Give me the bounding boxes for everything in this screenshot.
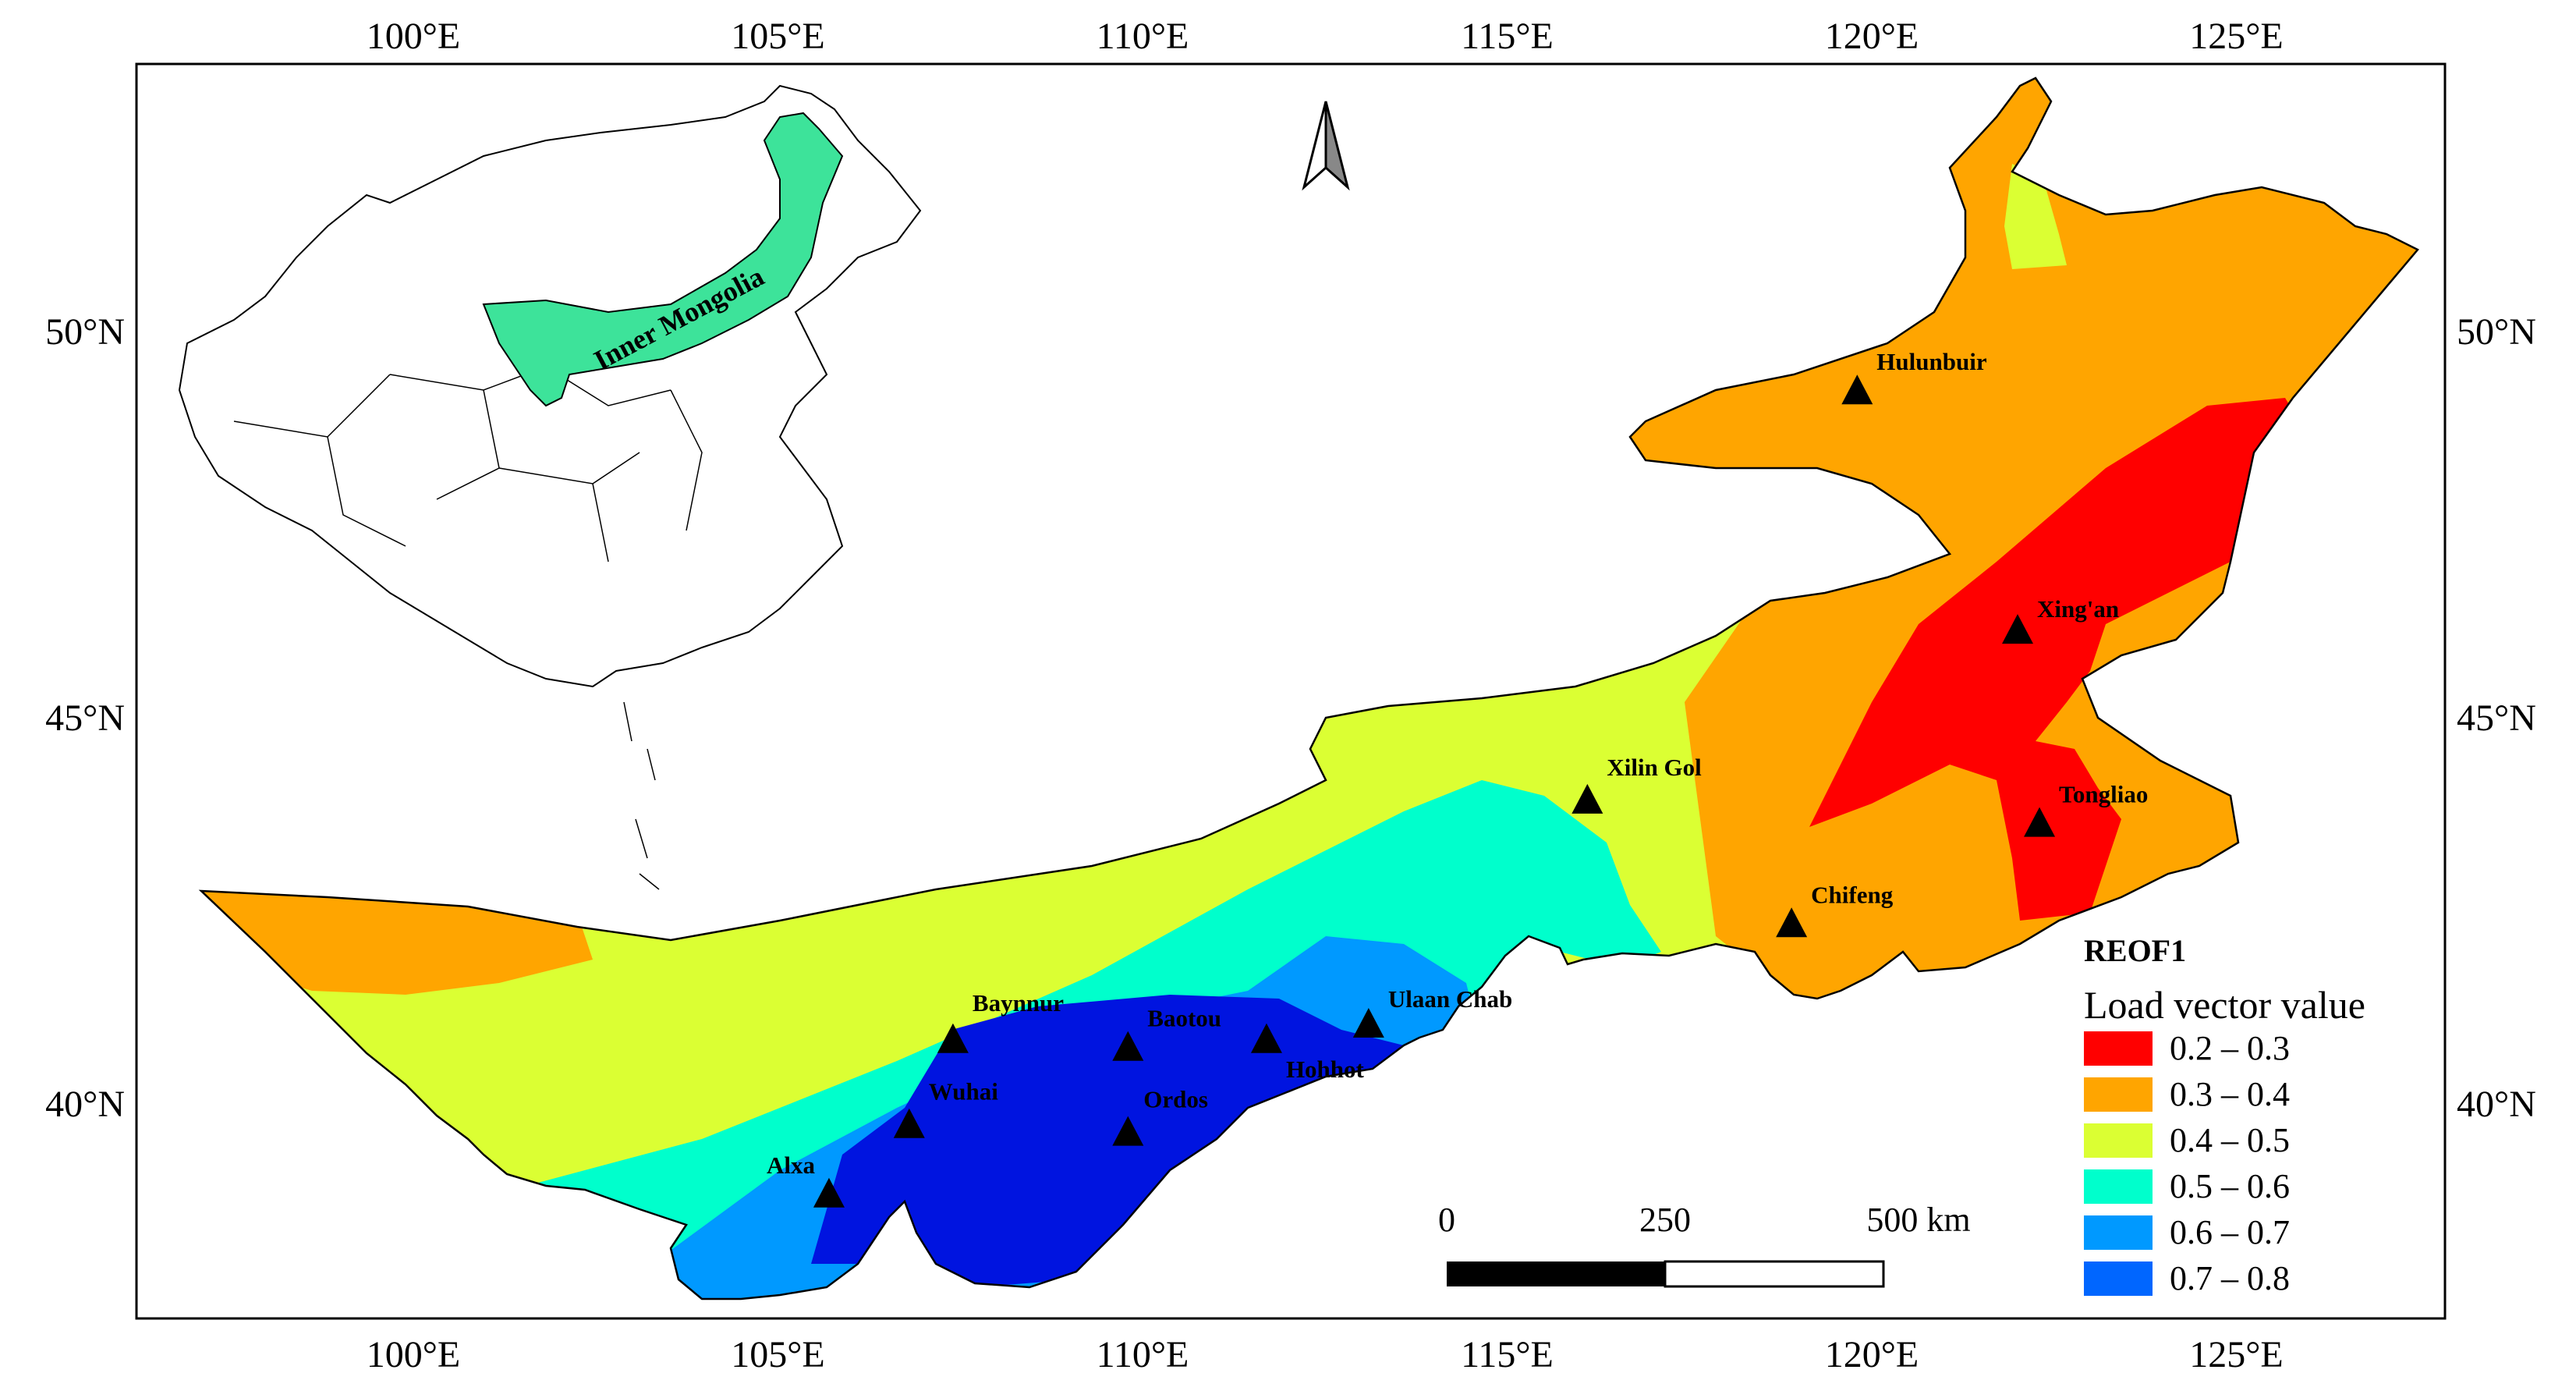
station-label: Wuhai	[929, 1078, 998, 1105]
legend-swatch	[2084, 1169, 2153, 1204]
legend-label: 0.5 – 0.6	[2170, 1167, 2290, 1205]
station-label: Baynnur	[973, 989, 1064, 1017]
legend-title: REOF1	[2084, 933, 2186, 968]
station-label: Hohhot	[1286, 1056, 1365, 1083]
tick-bottom: 115°E	[1461, 1334, 1554, 1375]
inset-map-china: Inner Mongolia	[178, 84, 922, 890]
tick-right: 45°N	[2457, 697, 2536, 739]
legend-label: 0.3 – 0.4	[2170, 1075, 2290, 1113]
zone-0.7-0.8	[811, 995, 1482, 1287]
scale-bar: 0 250 500 km	[1438, 1201, 1971, 1288]
station-marker-icon	[937, 1023, 969, 1053]
north-arrow-icon	[1302, 101, 1350, 191]
tick-bottom: 105°E	[731, 1334, 825, 1375]
station-marker-icon	[1112, 1116, 1144, 1146]
scale-bar-white	[1664, 1260, 1885, 1288]
station-marker-icon	[893, 1108, 925, 1138]
zone-0.2-0.3	[1809, 398, 2308, 921]
tick-left: 45°N	[45, 697, 125, 739]
legend-swatch	[2084, 1077, 2153, 1112]
tick-top: 100°E	[367, 16, 461, 57]
station-marker-icon	[1571, 783, 1603, 814]
bottom-axis-ticks: 100°E 105°E 110°E 115°E 120°E 125°E	[367, 1334, 2284, 1375]
right-axis-ticks: 50°N 45°N 40°N	[2457, 311, 2536, 1125]
zone-0.3-0.4-west	[201, 874, 593, 995]
legend-label: 0.2 – 0.3	[2170, 1029, 2290, 1067]
legend-subtitle: Load vector value	[2084, 983, 2365, 1027]
station-marker-icon	[2024, 807, 2056, 837]
station-marker-icon	[1776, 907, 1808, 938]
legend-label: 0.6 – 0.7	[2170, 1213, 2290, 1251]
scale-label-250: 250	[1639, 1201, 1691, 1239]
legend-label: 0.4 – 0.5	[2170, 1121, 2290, 1159]
tick-top: 125°E	[2189, 16, 2284, 57]
tick-right: 50°N	[2457, 311, 2536, 353]
station-label: Xing'an	[2037, 595, 2119, 623]
station-label: Ulaan Chab	[1388, 985, 1512, 1013]
tick-top: 110°E	[1097, 16, 1189, 57]
scale-label-500: 500 km	[1866, 1201, 1970, 1239]
legend-swatch	[2084, 1261, 2153, 1296]
station-label: Alxa	[767, 1151, 815, 1179]
legend-swatch	[2084, 1123, 2153, 1158]
legend-items: 0.2 – 0.3 0.3 – 0.4 0.4 – 0.5 0.5 – 0.6 0.6 …	[2084, 1029, 2290, 1297]
station-marker-icon	[1250, 1023, 1282, 1053]
station-marker-icon	[1352, 1008, 1384, 1038]
station-marker-icon	[1841, 374, 1873, 405]
tick-bottom: 110°E	[1097, 1334, 1189, 1375]
tick-top: 105°E	[731, 16, 825, 57]
scale-label-0: 0	[1438, 1201, 1455, 1239]
station-label: Hulunbuir	[1876, 348, 1987, 375]
taiwan-islands	[623, 701, 660, 890]
station-label: Ordos	[1143, 1086, 1208, 1113]
scale-bar-black	[1447, 1261, 1665, 1286]
legend: REOF1 Load vector value 0.2 – 0.3 0.3 – 0…	[2084, 933, 2365, 1297]
inner-mongolia-highlight	[482, 112, 844, 407]
tick-right: 40°N	[2457, 1084, 2536, 1125]
tick-top: 115°E	[1461, 16, 1554, 57]
station-label: Xilin Gol	[1607, 754, 1702, 781]
station-label: Baotou	[1147, 1005, 1221, 1032]
legend-label: 0.7 – 0.8	[2170, 1259, 2290, 1297]
tick-bottom: 125°E	[2189, 1334, 2284, 1375]
station-marker-icon	[813, 1177, 845, 1208]
station-marker-icon	[2002, 614, 2033, 644]
left-axis-ticks: 50°N 45°N 40°N	[45, 311, 125, 1125]
top-axis-ticks: 100°E 105°E 110°E 115°E 120°E 125°E	[367, 16, 2284, 57]
tick-left: 50°N	[45, 311, 125, 353]
legend-swatch	[2084, 1031, 2153, 1066]
tick-bottom: 100°E	[367, 1334, 461, 1375]
zone-0.4-0.5-north-patch	[2004, 164, 2067, 269]
legend-swatch	[2084, 1215, 2153, 1250]
station-marker-icon	[1112, 1031, 1144, 1061]
tick-left: 40°N	[45, 1084, 125, 1125]
tick-bottom: 120°E	[1825, 1334, 1919, 1375]
station-markers: Hulunbuir Xing'an Xilin Gol Tongliao Chifeng…	[767, 348, 2148, 1208]
station-label: Chifeng	[1811, 881, 1894, 908]
inset-province-lines	[233, 366, 703, 562]
station-label: Tongliao	[2059, 781, 2148, 808]
tick-top: 120°E	[1825, 16, 1919, 57]
